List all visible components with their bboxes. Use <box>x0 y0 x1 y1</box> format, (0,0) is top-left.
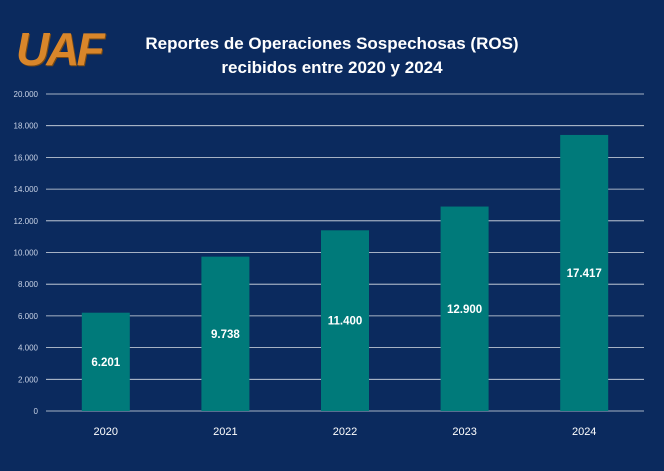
chart-title-line-1: Reportes de Operaciones Sospechosas (ROS… <box>145 34 519 53</box>
bar-2024 <box>560 134 609 411</box>
y-tick-label: 10.000 <box>14 249 39 258</box>
y-tick-label: 16.000 <box>14 153 39 162</box>
uaf-logo: UAF <box>8 14 105 74</box>
y-tick-label: 4.000 <box>18 344 39 353</box>
x-tick-label-2020: 2020 <box>94 426 118 438</box>
y-tick-label: 6.000 <box>18 312 39 321</box>
chart-title-line-2: recibidos entre 2020 y 2024 <box>221 58 443 77</box>
x-tick-label-2021: 2021 <box>213 426 237 438</box>
bar-2021 <box>201 256 250 411</box>
data-label-2021: 9.738 <box>211 329 240 341</box>
data-label-2020: 6.201 <box>91 357 120 369</box>
x-tick-label-2023: 2023 <box>452 426 476 438</box>
y-tick-label: 20.000 <box>14 90 39 99</box>
y-tick-label: 0 <box>34 407 39 416</box>
bar-2023 <box>440 206 489 411</box>
y-tick-label: 12.000 <box>14 217 39 226</box>
y-tick-label: 8.000 <box>18 280 39 289</box>
data-label-2022: 11.400 <box>328 316 363 328</box>
bar-2022 <box>321 230 369 411</box>
y-tick-label: 2.000 <box>18 375 39 384</box>
y-tick-label: 18.000 <box>14 122 39 131</box>
chart-title: Reportes de Operaciones Sospechosas (ROS… <box>100 32 564 80</box>
data-label-2023: 12.900 <box>447 304 482 316</box>
y-tick-label: 14.000 <box>14 185 39 194</box>
y-axis-ticks: 0 2.000 4.000 6.000 8.000 10.000 12.000 14.000 1… <box>14 90 39 416</box>
x-tick-label-2022: 2022 <box>333 426 357 438</box>
data-label-2024: 17.417 <box>567 268 602 280</box>
bars: 6.201 9.738 11.400 12.900 17.417 <box>81 134 609 411</box>
bar-2020 <box>81 312 130 411</box>
uaf-logo-text: UAF <box>16 23 105 75</box>
x-axis-ticks: 2020 2021 2022 2023 2024 <box>94 426 597 438</box>
x-tick-label-2024: 2024 <box>572 426 596 438</box>
